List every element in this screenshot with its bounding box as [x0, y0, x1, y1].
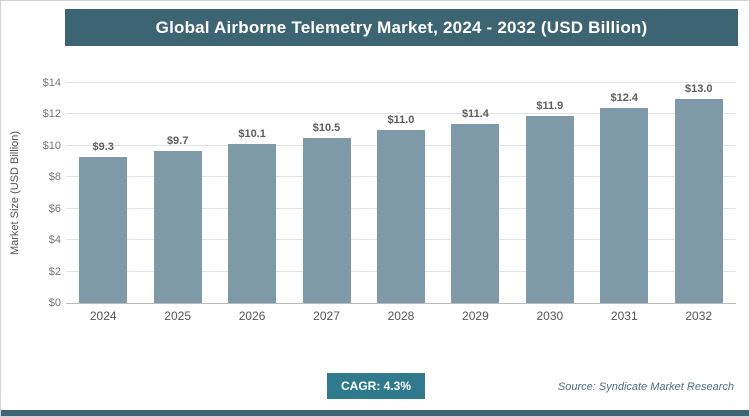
y-tick-label: $12: [42, 108, 61, 121]
bar-group: $9.3: [66, 83, 140, 303]
source-text: Source: Syndicate Market Research: [557, 381, 734, 393]
bar: [376, 130, 425, 303]
bar-group: $11.9: [513, 83, 587, 303]
bar-value-label: $10.5: [312, 122, 341, 134]
bar-group: $12.4: [587, 83, 661, 303]
bar: [79, 156, 128, 303]
bar-value-label: $9.7: [166, 134, 189, 147]
x-tick-label: 2027: [313, 309, 340, 323]
bar: [302, 138, 351, 303]
bar-value-label: $9.3: [92, 140, 114, 153]
y-tick-label: $4: [48, 234, 61, 247]
cagr-badge: CAGR: 4.3%: [326, 373, 426, 399]
y-tick-label: $2: [48, 265, 61, 278]
x-tick-label: 2026: [238, 309, 266, 323]
x-tick-label: 2031: [610, 309, 638, 323]
chart-title: Global Airborne Telemetry Market, 2024 -…: [155, 17, 648, 37]
bar: [451, 123, 500, 303]
bar-group: $9.7: [141, 83, 215, 303]
x-tick-label: 2032: [685, 309, 713, 323]
bar-group: $13.0: [662, 83, 736, 303]
bar-group: $10.5: [290, 83, 364, 303]
bar: [525, 116, 574, 303]
bar-value-label: $11.4: [461, 107, 489, 120]
bar-value-label: $12.4: [610, 92, 639, 105]
bar: [674, 99, 723, 303]
bar: [600, 108, 649, 303]
chart-title-bar: Global Airborne Telemetry Market, 2024 -…: [65, 9, 738, 46]
y-tick-label: $8: [48, 171, 61, 184]
bars-container: $9.3 $9.7 $10.1 $10.5 $11.0 $11.4 $11.9 $12.4 $1…: [66, 83, 736, 303]
x-tick-label: 2028: [387, 309, 415, 323]
cagr-label: CAGR: 4.3%: [340, 379, 412, 393]
bar: [153, 150, 202, 303]
y-tick-label: $10: [42, 139, 61, 152]
plot-area: $9.3 $9.7 $10.1 $10.5 $11.0 $11.4 $11.9 $12.4 $1…: [66, 82, 736, 304]
x-tick-label: 2024: [89, 309, 117, 323]
x-tick-label: 2030: [536, 309, 564, 323]
x-tick-label: 2025: [164, 309, 191, 323]
x-tick-label: 2029: [462, 309, 489, 323]
bar-value-label: $11.9: [536, 100, 564, 112]
x-axis-labels: 2024 2025 2026 2027 2028 2029 2030 2031 2032: [66, 309, 736, 327]
y-tick-label: $0: [48, 297, 61, 309]
bar-value-label: $13.0: [684, 83, 713, 95]
bar: [228, 144, 277, 303]
bar-group: $11.4: [439, 83, 513, 303]
y-tick-label: $6: [48, 202, 61, 215]
y-axis-ticks: $0 $2 $4 $6 $8 $10 $12 $14: [27, 77, 61, 309]
bar-group: $10.1: [215, 83, 289, 303]
bottom-accent-bar: [1, 410, 749, 416]
gridline: [66, 113, 736, 115]
bar-value-label: $10.1: [238, 128, 266, 141]
bar-group: $11.0: [364, 83, 438, 303]
gridline: [66, 82, 736, 83]
y-axis-title: Market Size (USD Billion): [9, 130, 21, 256]
bar-value-label: $11.0: [387, 114, 415, 127]
y-tick-label: $14: [42, 77, 61, 89]
